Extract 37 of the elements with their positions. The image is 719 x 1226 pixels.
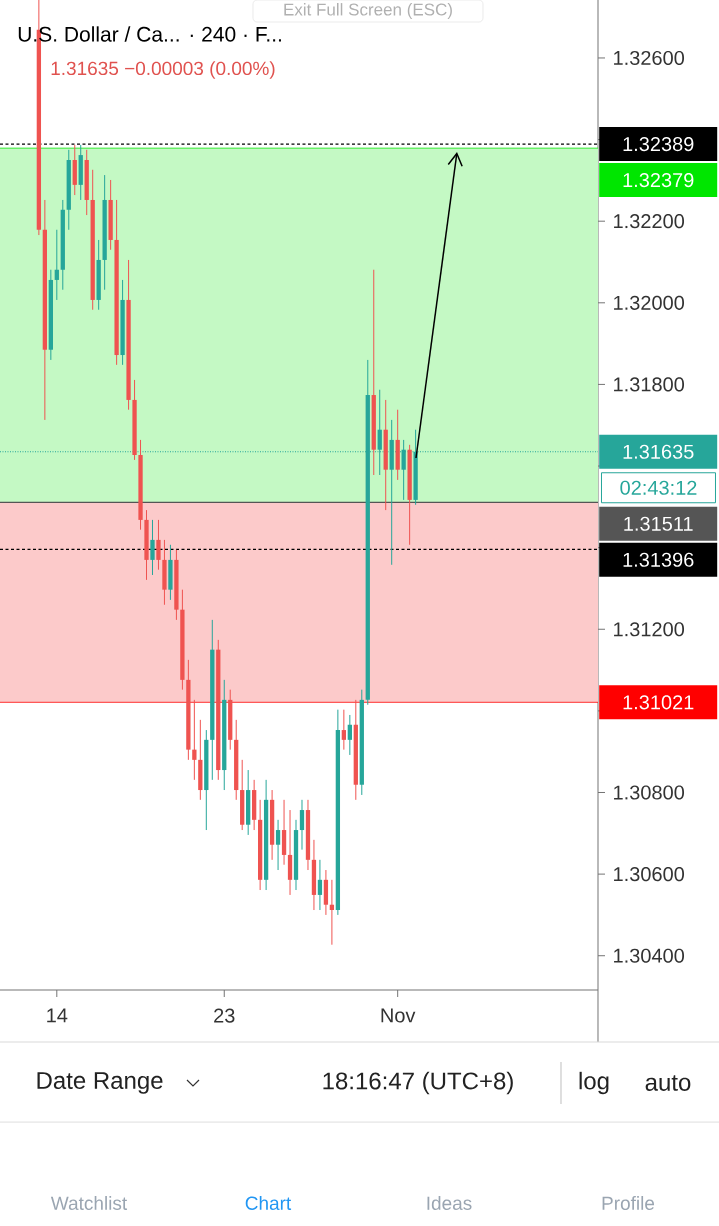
y-tick-label: 1.31800: [614, 377, 685, 392]
y-tick-label: 1.32600: [614, 50, 685, 66]
text: 1.31635 −0.00003 (0.00%): [51, 61, 275, 79]
candlestick: [299, 799, 305, 851]
text: 18:16:47 (UTC+8): [323, 1071, 513, 1095]
text: Profile: [602, 1196, 655, 1210]
x-tick-label: 14: [47, 1008, 68, 1023]
y-tick-label: 1.30400: [614, 948, 685, 963]
text: Watchlist: [50, 1196, 128, 1210]
text: Chart: [245, 1196, 292, 1210]
candlestick: [275, 819, 281, 871]
text: 02:43:12: [620, 480, 697, 495]
text: Date Range: [37, 1072, 163, 1094]
ref-line-label: 1.32389: [623, 136, 694, 152]
candlestick: [341, 709, 347, 751]
ref-line-label: 1.32379: [623, 172, 694, 188]
ref-line-label: 1.31396: [623, 552, 694, 567]
y-tick-label: 1.32200: [614, 214, 685, 229]
candlestick: [347, 714, 352, 756]
candlestick: [150, 519, 155, 576]
ref-line-label: 1.31021: [623, 695, 694, 710]
y-tick-label: 1.31200: [614, 622, 685, 637]
x-tick-label: Nov: [381, 1008, 416, 1023]
candlestick: [192, 699, 197, 781]
y-tick-label: 1.30800: [614, 785, 685, 800]
x-tick-label: 23: [214, 1008, 235, 1023]
ref-line-label: 1.31511: [624, 516, 693, 531]
text: auto: [645, 1075, 691, 1091]
text: Ideas: [427, 1196, 472, 1210]
text: log: [579, 1071, 609, 1095]
candlestick: [317, 859, 323, 911]
y-tick-label: 1.32000: [614, 295, 685, 310]
ref-line-label: 1.31635: [623, 444, 694, 459]
candlestick: [156, 519, 161, 571]
annotation: Exit Full Screen (ESC): [284, 3, 452, 19]
candlestick: [54, 229, 59, 301]
y-tick-label: 1.30600: [614, 867, 685, 882]
